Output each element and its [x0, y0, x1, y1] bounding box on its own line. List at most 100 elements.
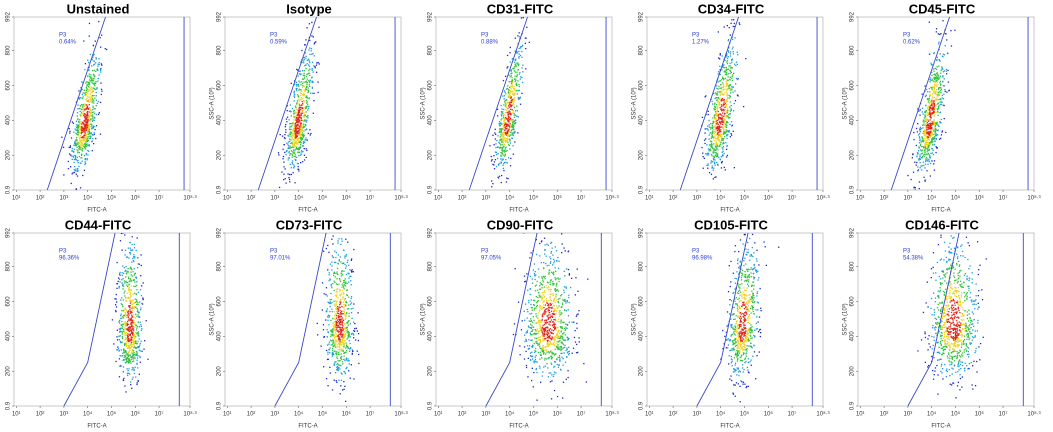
event-dot — [330, 319, 332, 321]
event-dot — [343, 381, 345, 383]
event-dot — [939, 101, 941, 103]
event-dot — [78, 155, 80, 158]
event-dot — [724, 73, 726, 76]
event-dot — [727, 134, 729, 136]
gate-line — [63, 232, 116, 407]
event-dot — [341, 338, 344, 341]
event-dot — [716, 143, 719, 145]
event-dot — [299, 138, 301, 140]
event-dot — [80, 133, 83, 135]
y-tick-label: 0.9 — [850, 185, 856, 194]
event-dot — [715, 97, 717, 99]
event-dot — [724, 118, 726, 120]
event-dot — [303, 119, 305, 121]
event-dot — [299, 154, 302, 156]
event-dot — [333, 379, 335, 381]
event-dot — [302, 103, 304, 105]
event-dot — [82, 137, 84, 139]
event-dot — [346, 312, 348, 314]
event-dot — [726, 94, 728, 97]
y-tick-label: 992 — [639, 11, 645, 22]
event-dot — [928, 134, 930, 136]
event-dot — [356, 350, 358, 352]
event-dot — [300, 73, 302, 75]
event-dot — [346, 338, 348, 340]
event-dot — [87, 93, 89, 95]
event-dot — [297, 95, 300, 97]
event-dot — [717, 119, 719, 121]
event-dot — [934, 137, 936, 139]
event-dot — [713, 129, 715, 131]
event-dot — [302, 126, 305, 128]
event-dot — [714, 164, 716, 166]
event-dot — [81, 97, 83, 99]
event-dot — [726, 145, 728, 147]
event-dot — [353, 334, 355, 336]
event-dot — [90, 95, 92, 97]
event-dot — [930, 62, 932, 64]
event-dot — [928, 21, 930, 23]
event-dot — [939, 122, 941, 124]
event-dot — [132, 352, 134, 354]
event-dot — [500, 158, 502, 160]
event-dot — [333, 315, 336, 317]
event-dot — [137, 263, 139, 265]
event-dot — [719, 122, 722, 124]
event-dot — [341, 361, 344, 363]
event-dot — [293, 144, 295, 146]
x-tick-label: 10² — [880, 196, 889, 202]
event-dot — [335, 288, 337, 291]
event-dot — [931, 96, 933, 98]
event-dot — [338, 343, 341, 346]
event-dot — [509, 46, 511, 49]
event-dot — [722, 124, 724, 126]
event-dot — [713, 156, 715, 159]
event-dot — [75, 120, 78, 122]
event-dot — [506, 136, 509, 138]
plot-frame — [13, 232, 191, 407]
event-dot — [129, 346, 131, 349]
event-dot — [81, 150, 83, 152]
event-dot — [300, 138, 303, 140]
y-tick-label: 400 — [217, 115, 223, 126]
event-dot — [926, 118, 928, 120]
event-dot — [933, 129, 935, 131]
event-dot — [291, 125, 293, 127]
event-dot — [130, 329, 132, 332]
event-dot — [129, 327, 131, 329]
event-dot — [350, 280, 352, 282]
x-tick-label: 10³ — [60, 412, 69, 418]
event-dot — [125, 342, 127, 344]
event-dot — [298, 89, 300, 91]
event-dot — [926, 144, 928, 146]
event-dot — [333, 329, 335, 331]
event-dot — [296, 85, 298, 87]
event-dot — [341, 240, 343, 242]
event-dot — [932, 134, 934, 136]
event-dot — [710, 145, 713, 147]
event-dot — [88, 124, 90, 126]
event-dot — [719, 53, 721, 55]
event-dot — [341, 341, 343, 344]
event-dot — [330, 283, 332, 286]
event-dot — [726, 99, 728, 101]
event-dot — [724, 91, 726, 94]
event-dot — [513, 98, 515, 100]
event-dot — [124, 334, 126, 337]
event-dot — [939, 75, 941, 77]
event-dot — [295, 146, 298, 148]
event-dot — [721, 137, 723, 139]
event-dot — [923, 117, 926, 119]
gate-percent: 0.88% — [481, 40, 499, 46]
event-dot — [87, 90, 89, 92]
event-dot — [98, 58, 100, 60]
event-dot — [511, 104, 513, 106]
x-tick-label: 10⁶ — [131, 411, 141, 418]
event-dot — [282, 135, 284, 137]
event-dot — [928, 161, 930, 163]
event-dot — [707, 152, 709, 155]
event-dot — [350, 308, 352, 310]
event-dot — [500, 155, 502, 157]
event-dot — [305, 67, 307, 70]
event-dot — [137, 346, 139, 348]
